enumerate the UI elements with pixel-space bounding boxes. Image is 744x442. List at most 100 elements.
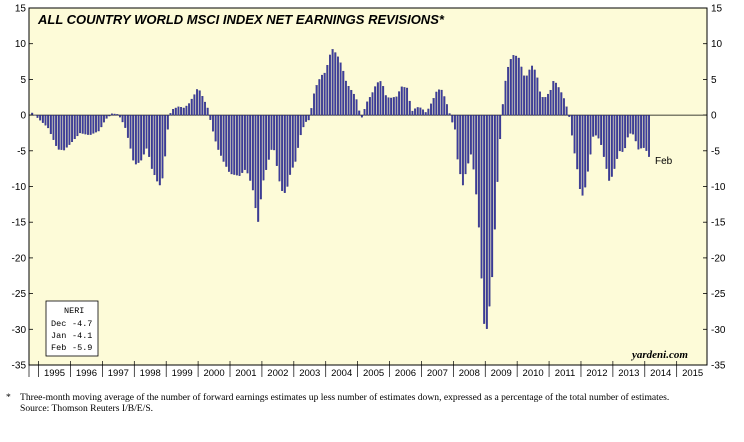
y-tick-label-right: -25 [711,289,726,300]
y-tick-label-right: 0 [711,111,717,122]
y-tick-label-right: -10 [711,182,726,193]
data-bar [629,114,632,134]
x-year-label: 2007 [427,368,448,379]
data-bar [552,81,555,116]
data-bar [469,114,472,155]
data-bar [323,72,326,116]
y-tick-label-left: -25 [12,289,27,300]
footnote-text: Three-month moving average of the number… [20,392,670,403]
data-bar [440,89,443,116]
data-bar [422,109,424,116]
plot-background [28,7,708,366]
data-bar [251,114,254,191]
data-bar [387,97,390,116]
data-bar [509,59,512,116]
data-bar [71,114,74,143]
data-bar [475,114,478,195]
data-bar [291,114,294,168]
data-bar [467,114,470,164]
data-bar [227,114,230,172]
x-year-label: 2002 [267,368,288,379]
data-bar [589,114,592,155]
data-bar [185,105,188,116]
data-bar [182,107,185,116]
data-bar [116,114,119,116]
data-bar [586,114,589,172]
footnote-asterisk: * [6,392,11,403]
data-bar [134,114,137,165]
data-bar [448,113,451,116]
data-bar [87,114,89,135]
data-bar [645,114,648,151]
data-bar [570,114,573,136]
data-bar [166,114,169,130]
data-bar [225,114,228,167]
data-bar [326,64,329,116]
data-bar [557,87,560,116]
data-bar [201,96,204,116]
data-bar [97,114,100,132]
data-bar [528,69,531,116]
data-bar [578,114,581,190]
x-year-label: 2003 [299,368,320,379]
data-bar [302,114,305,128]
y-tick-label-left: -5 [17,146,26,157]
data-bar [541,97,544,116]
x-year-label: 2013 [618,368,639,379]
data-bar [350,89,353,116]
data-bar [92,114,95,134]
x-year-label: 2008 [459,368,480,379]
data-bar [605,114,608,169]
data-bar [560,92,563,116]
data-bar [485,114,488,329]
data-bar [555,82,557,116]
data-bar [648,114,650,157]
data-bar [435,91,438,116]
data-bar [63,114,66,151]
data-bar [581,114,584,196]
inset-row-dec-value: -4.7 [72,319,92,329]
data-bar [613,114,616,169]
x-year-label: 1999 [172,368,193,379]
data-bar [214,114,217,142]
data-bar [517,57,520,116]
inset-row-feb-label: Feb [51,343,66,353]
inset-row-feb-value: -5.9 [72,343,92,353]
data-bar [491,114,494,278]
data-bar [329,54,331,116]
data-bar [145,114,148,149]
x-year-label: 1995 [44,368,65,379]
data-bar [310,108,313,116]
x-year-label: 2015 [682,368,703,379]
data-bar [44,114,47,126]
data-bar [395,96,398,116]
data-bar [390,97,393,116]
inset-row-dec-label: Dec [51,319,66,329]
data-bar [347,86,350,116]
data-bar [477,114,480,228]
data-bar [342,70,345,116]
data-bar [259,114,262,200]
data-bar [313,93,315,116]
data-bar [193,94,196,116]
x-year-label: 2010 [523,368,544,379]
data-bar [73,114,76,140]
data-bar [180,107,183,116]
data-bar [379,81,382,116]
data-bar [55,114,58,146]
y-tick-label-left: 10 [15,39,27,50]
data-bar [84,114,87,135]
data-bar [384,95,387,116]
x-year-label: 1996 [76,368,97,379]
data-bar [294,114,297,162]
data-bar [198,90,201,116]
y-tick-label-right: 10 [711,39,723,50]
data-bar [220,114,222,156]
data-bar [265,114,268,170]
inset-frame [45,300,99,357]
data-bar [576,114,579,170]
data-bar [363,109,366,116]
data-bar [640,114,643,149]
data-bar [126,114,129,138]
data-bar [459,114,462,175]
